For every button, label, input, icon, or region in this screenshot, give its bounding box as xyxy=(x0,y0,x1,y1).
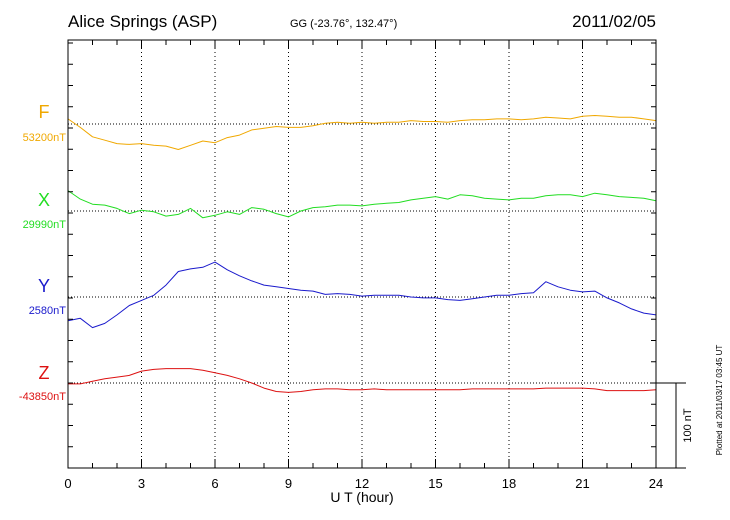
series-baseline-value-x: 29990nT xyxy=(23,219,67,231)
x-tick-label: 21 xyxy=(575,476,589,491)
series-baseline-value-f: 53200nT xyxy=(23,132,67,144)
series-line-f xyxy=(67,115,657,150)
station-title: Alice Springs (ASP) xyxy=(68,12,217,31)
series-labels: F 53200nT X 29990nT Y 2580nT Z -43850nT xyxy=(19,102,66,403)
x-tick-label: 6 xyxy=(211,476,218,491)
series-line-z xyxy=(68,368,657,393)
date-label: 2011/02/05 xyxy=(572,12,656,31)
x-axis-label: U T (hour) xyxy=(330,489,393,505)
grid xyxy=(141,40,583,468)
axis-ticks xyxy=(67,40,657,469)
series-baseline-value-y: 2580nT xyxy=(29,305,67,317)
x-tick-label: 15 xyxy=(428,476,442,491)
baselines xyxy=(68,123,656,384)
x-tick-label: 24 xyxy=(649,476,663,491)
x-tick-label: 12 xyxy=(355,476,369,491)
series-name-y: Y xyxy=(38,276,50,296)
x-tick-labels: 0 3 6 9 12 15 18 21 24 xyxy=(64,476,663,491)
x-tick-label: 3 xyxy=(138,476,145,491)
scale-bar-label: 100 nT xyxy=(682,408,694,443)
x-tick-label: 18 xyxy=(502,476,516,491)
coordinates: GG (-23.76°, 132.47°) xyxy=(290,18,397,30)
scale-bar: 100 nT xyxy=(656,382,694,469)
series-line-y xyxy=(67,261,657,329)
series-baseline-value-z: -43850nT xyxy=(19,391,66,403)
series-name-f: F xyxy=(39,102,50,122)
series-name-z: Z xyxy=(39,363,50,383)
series-line-x xyxy=(67,190,657,219)
x-tick-label: 9 xyxy=(285,476,292,491)
x-tick-label: 0 xyxy=(64,476,71,491)
series-lines xyxy=(67,115,657,393)
plotted-timestamp: Plotted at 2011/03/17 03:45 UT xyxy=(715,345,724,456)
series-name-x: X xyxy=(38,190,50,210)
